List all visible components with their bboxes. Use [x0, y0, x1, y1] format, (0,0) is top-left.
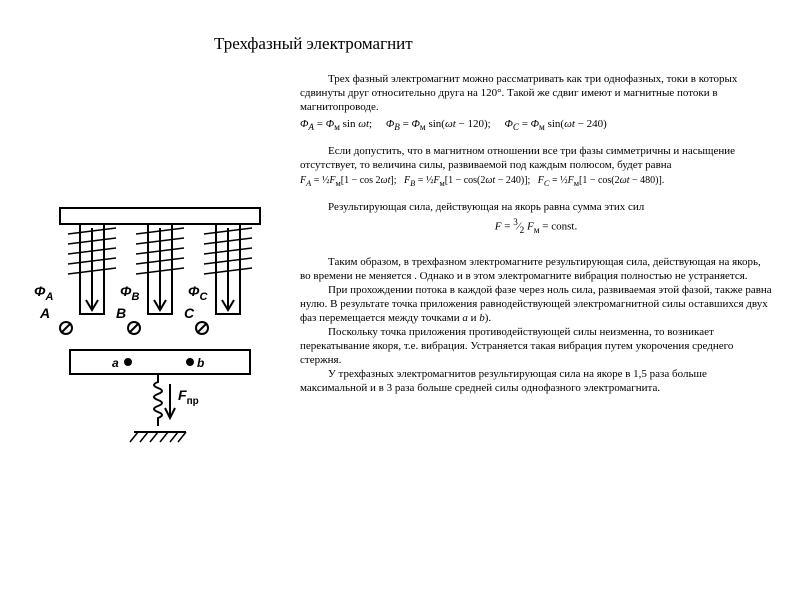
label-phiA: ΦA: [34, 283, 54, 303]
page-title: Трехфазный электромагнит: [214, 34, 413, 54]
label-b: b: [197, 356, 204, 370]
body-text: Трех фазный электромагнит можно рассматр…: [300, 72, 772, 395]
formula-2: FA = ½Fм[1 − cos 2ωt]; FB = ½Fм[1 − cos(…: [300, 175, 772, 190]
label-a: a: [112, 356, 119, 370]
label-C: C: [184, 305, 195, 321]
para-5: При прохождении потока в каждой фазе чер…: [300, 283, 772, 325]
para-1: Трех фазный электромагнит можно рассматр…: [300, 72, 772, 114]
label-B: B: [116, 305, 126, 321]
formula-3: F = 3⁄2 Fм = const.: [300, 217, 772, 237]
para-3: Результирующая сила, действующая на якор…: [300, 200, 772, 214]
para-4: Таким образом, в трехфазном электромагни…: [300, 255, 772, 283]
label-A: A: [39, 305, 50, 321]
label-phiC: ΦC: [188, 283, 209, 303]
label-phiB: ΦB: [120, 283, 140, 303]
electromagnet-diagram: ΦA ΦB ΦC A B C a b Fпр: [30, 200, 282, 500]
para-6: Поскольку точка приложения противодейств…: [300, 325, 772, 367]
label-Fpr: Fпр: [178, 387, 199, 407]
para-2: Если допустить, что в магнитном отношени…: [300, 144, 772, 172]
para-7: У трехфазных электромагнитов результирую…: [300, 367, 772, 395]
formula-1: ΦA = Φм sin ωt; ΦB = Φм sin(ωt − 120); Φ…: [300, 117, 772, 134]
